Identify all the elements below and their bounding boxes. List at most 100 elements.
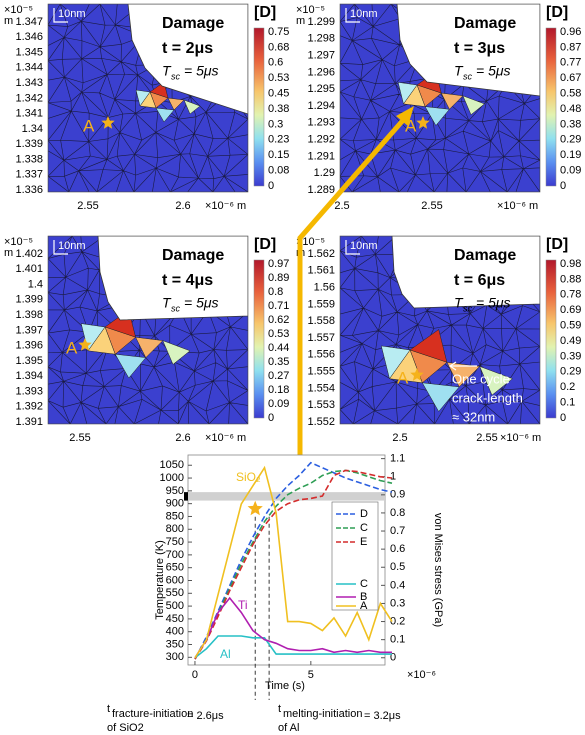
y-exponent: ×10⁻⁵ — [296, 4, 325, 16]
y2-tick-label: 0 — [390, 652, 396, 664]
y-tick-label: 1.396 — [15, 340, 43, 352]
panel-title: Damage — [162, 247, 224, 264]
colorbar-tick-label: 0.88 — [560, 273, 581, 285]
colorbar-tick-label: 0.75 — [268, 26, 289, 38]
time-label: t = 6μs — [454, 272, 505, 289]
y-tick-label: 1.392 — [15, 401, 43, 413]
tsc-symbol: T — [454, 63, 464, 79]
colorbar-tick-label: 0.45 — [268, 88, 289, 100]
note-line: ≈ 32nm — [452, 409, 495, 424]
colorbar-tick-label: 0.69 — [560, 304, 581, 316]
damage-element — [462, 95, 485, 116]
y-tick-label: 1050 — [160, 459, 184, 471]
connector-arrow — [297, 116, 407, 458]
damage-element — [424, 106, 450, 126]
notch — [97, 236, 248, 321]
tsc-subscript: sc — [463, 303, 473, 313]
y-tick-label: 1.34 — [22, 123, 43, 135]
colorbar-tick-label: 0.38 — [560, 118, 581, 130]
colorbar-tick-label: 0.97 — [268, 258, 289, 270]
note-line: crack-length — [452, 390, 523, 405]
colorbar-tick-label: 0.62 — [268, 314, 289, 326]
scale-arrows — [53, 240, 68, 255]
y2-tick-label: 0.6 — [390, 543, 405, 555]
star — [410, 368, 424, 381]
scale-label: 10nm — [58, 8, 86, 20]
footnote-subject: of Al — [278, 722, 299, 734]
colorbar-tick-label: 0.38 — [268, 103, 289, 115]
domain-border — [47, 235, 249, 425]
colorbar-tick-label: 0.15 — [268, 149, 289, 161]
y-tick-label: 1.561 — [307, 265, 335, 277]
y-tick-label: 1.291 — [307, 150, 335, 162]
y-tick-label: 1.552 — [307, 416, 335, 428]
series-line — [194, 465, 393, 659]
y-tick-label: 900 — [166, 498, 184, 510]
notch — [391, 236, 540, 309]
colorbar-tick-label: 0.3 — [268, 118, 283, 130]
x-tick-label: 2.55 — [69, 432, 90, 444]
x-exponent: ×10⁻⁶ — [407, 669, 436, 681]
y-tick-label: 1.555 — [307, 366, 335, 378]
x-tick-label: 2.6 — [175, 432, 190, 444]
domain-border — [339, 235, 541, 425]
y-tick-label: 950 — [166, 485, 184, 497]
tsc-symbol: T — [162, 295, 172, 311]
y2-axis-title: von Mises stress (GPa) — [432, 513, 444, 627]
colorbar-tick-label: 0 — [268, 180, 274, 192]
mesh-area — [48, 4, 248, 192]
time-label: t = 3μs — [454, 40, 505, 57]
x-axis-title: Time (s) — [265, 680, 305, 692]
series-line — [194, 469, 393, 660]
y2-tick-label: 0.3 — [390, 597, 405, 609]
band — [188, 492, 385, 501]
y-tick-label: 1.562 — [307, 248, 335, 260]
colorbar-tick-label: 0.27 — [268, 370, 289, 382]
y-unit: m — [296, 15, 305, 27]
series-line — [194, 461, 393, 660]
point-label: A — [83, 116, 95, 135]
colorbar-label: [D] — [546, 236, 568, 253]
scale-label: 10nm — [350, 8, 378, 20]
y-tick-label: 1.336 — [15, 184, 43, 196]
y-exponent: ×10⁻⁵ — [4, 236, 33, 248]
y2-tick-label: 0.2 — [390, 615, 405, 627]
x-exponent: ×10⁻⁶ m — [205, 200, 246, 212]
y2-tick-label: 0.8 — [390, 507, 405, 519]
y-tick-label: 1.391 — [15, 416, 43, 428]
tsc-value: = 5μs — [476, 63, 511, 79]
damage-element — [155, 107, 175, 123]
panel-title: Damage — [454, 247, 516, 264]
colorbar-tick-label: 0.18 — [268, 384, 289, 396]
panel: ×10⁻⁵m 1.347 1.346 1.345 1.344 1.343 1.342 1.34… — [4, 3, 289, 212]
y-tick-label: 600 — [166, 574, 184, 586]
legend-label: B — [360, 591, 367, 603]
colorbar-tick-label: 0.39 — [560, 350, 581, 362]
y-tick-label: 1.4 — [28, 278, 43, 290]
y-tick-label: 1.289 — [307, 184, 335, 196]
colorbar — [253, 259, 265, 419]
scale-label: 10nm — [58, 240, 86, 252]
x-tick-label: 2.5 — [334, 200, 349, 212]
star — [78, 338, 92, 351]
y-tick-label: 1000 — [160, 472, 184, 484]
colorbar-tick-label: 0.44 — [268, 342, 289, 354]
x-tick-label: 2.55 — [421, 200, 442, 212]
y2-tick-label: 1.1 — [390, 453, 405, 465]
y-tick-label: 1.341 — [15, 108, 43, 120]
mesh-area — [340, 4, 540, 192]
y-tick-label: 1.338 — [15, 153, 43, 165]
colorbar — [545, 27, 557, 187]
x-exponent: ×10⁻⁶ m — [205, 432, 246, 444]
colorbar-tick-label: 0.98 — [560, 258, 581, 270]
x-exponent: ×10⁻⁶ m — [500, 432, 541, 444]
mesh-area — [340, 236, 540, 424]
colorbar-tick-label: 0.77 — [560, 57, 581, 69]
colorbar-tick-label: 0.71 — [268, 300, 289, 312]
y2-tick-label: 0.5 — [390, 561, 405, 573]
x-tick-label: 2.5 — [392, 432, 407, 444]
tsc-value: = 5μs — [184, 63, 219, 79]
y-exponent: ×10⁻⁵ — [296, 236, 325, 248]
legend-label: C — [360, 522, 368, 534]
tsc-symbol: T — [454, 295, 464, 311]
